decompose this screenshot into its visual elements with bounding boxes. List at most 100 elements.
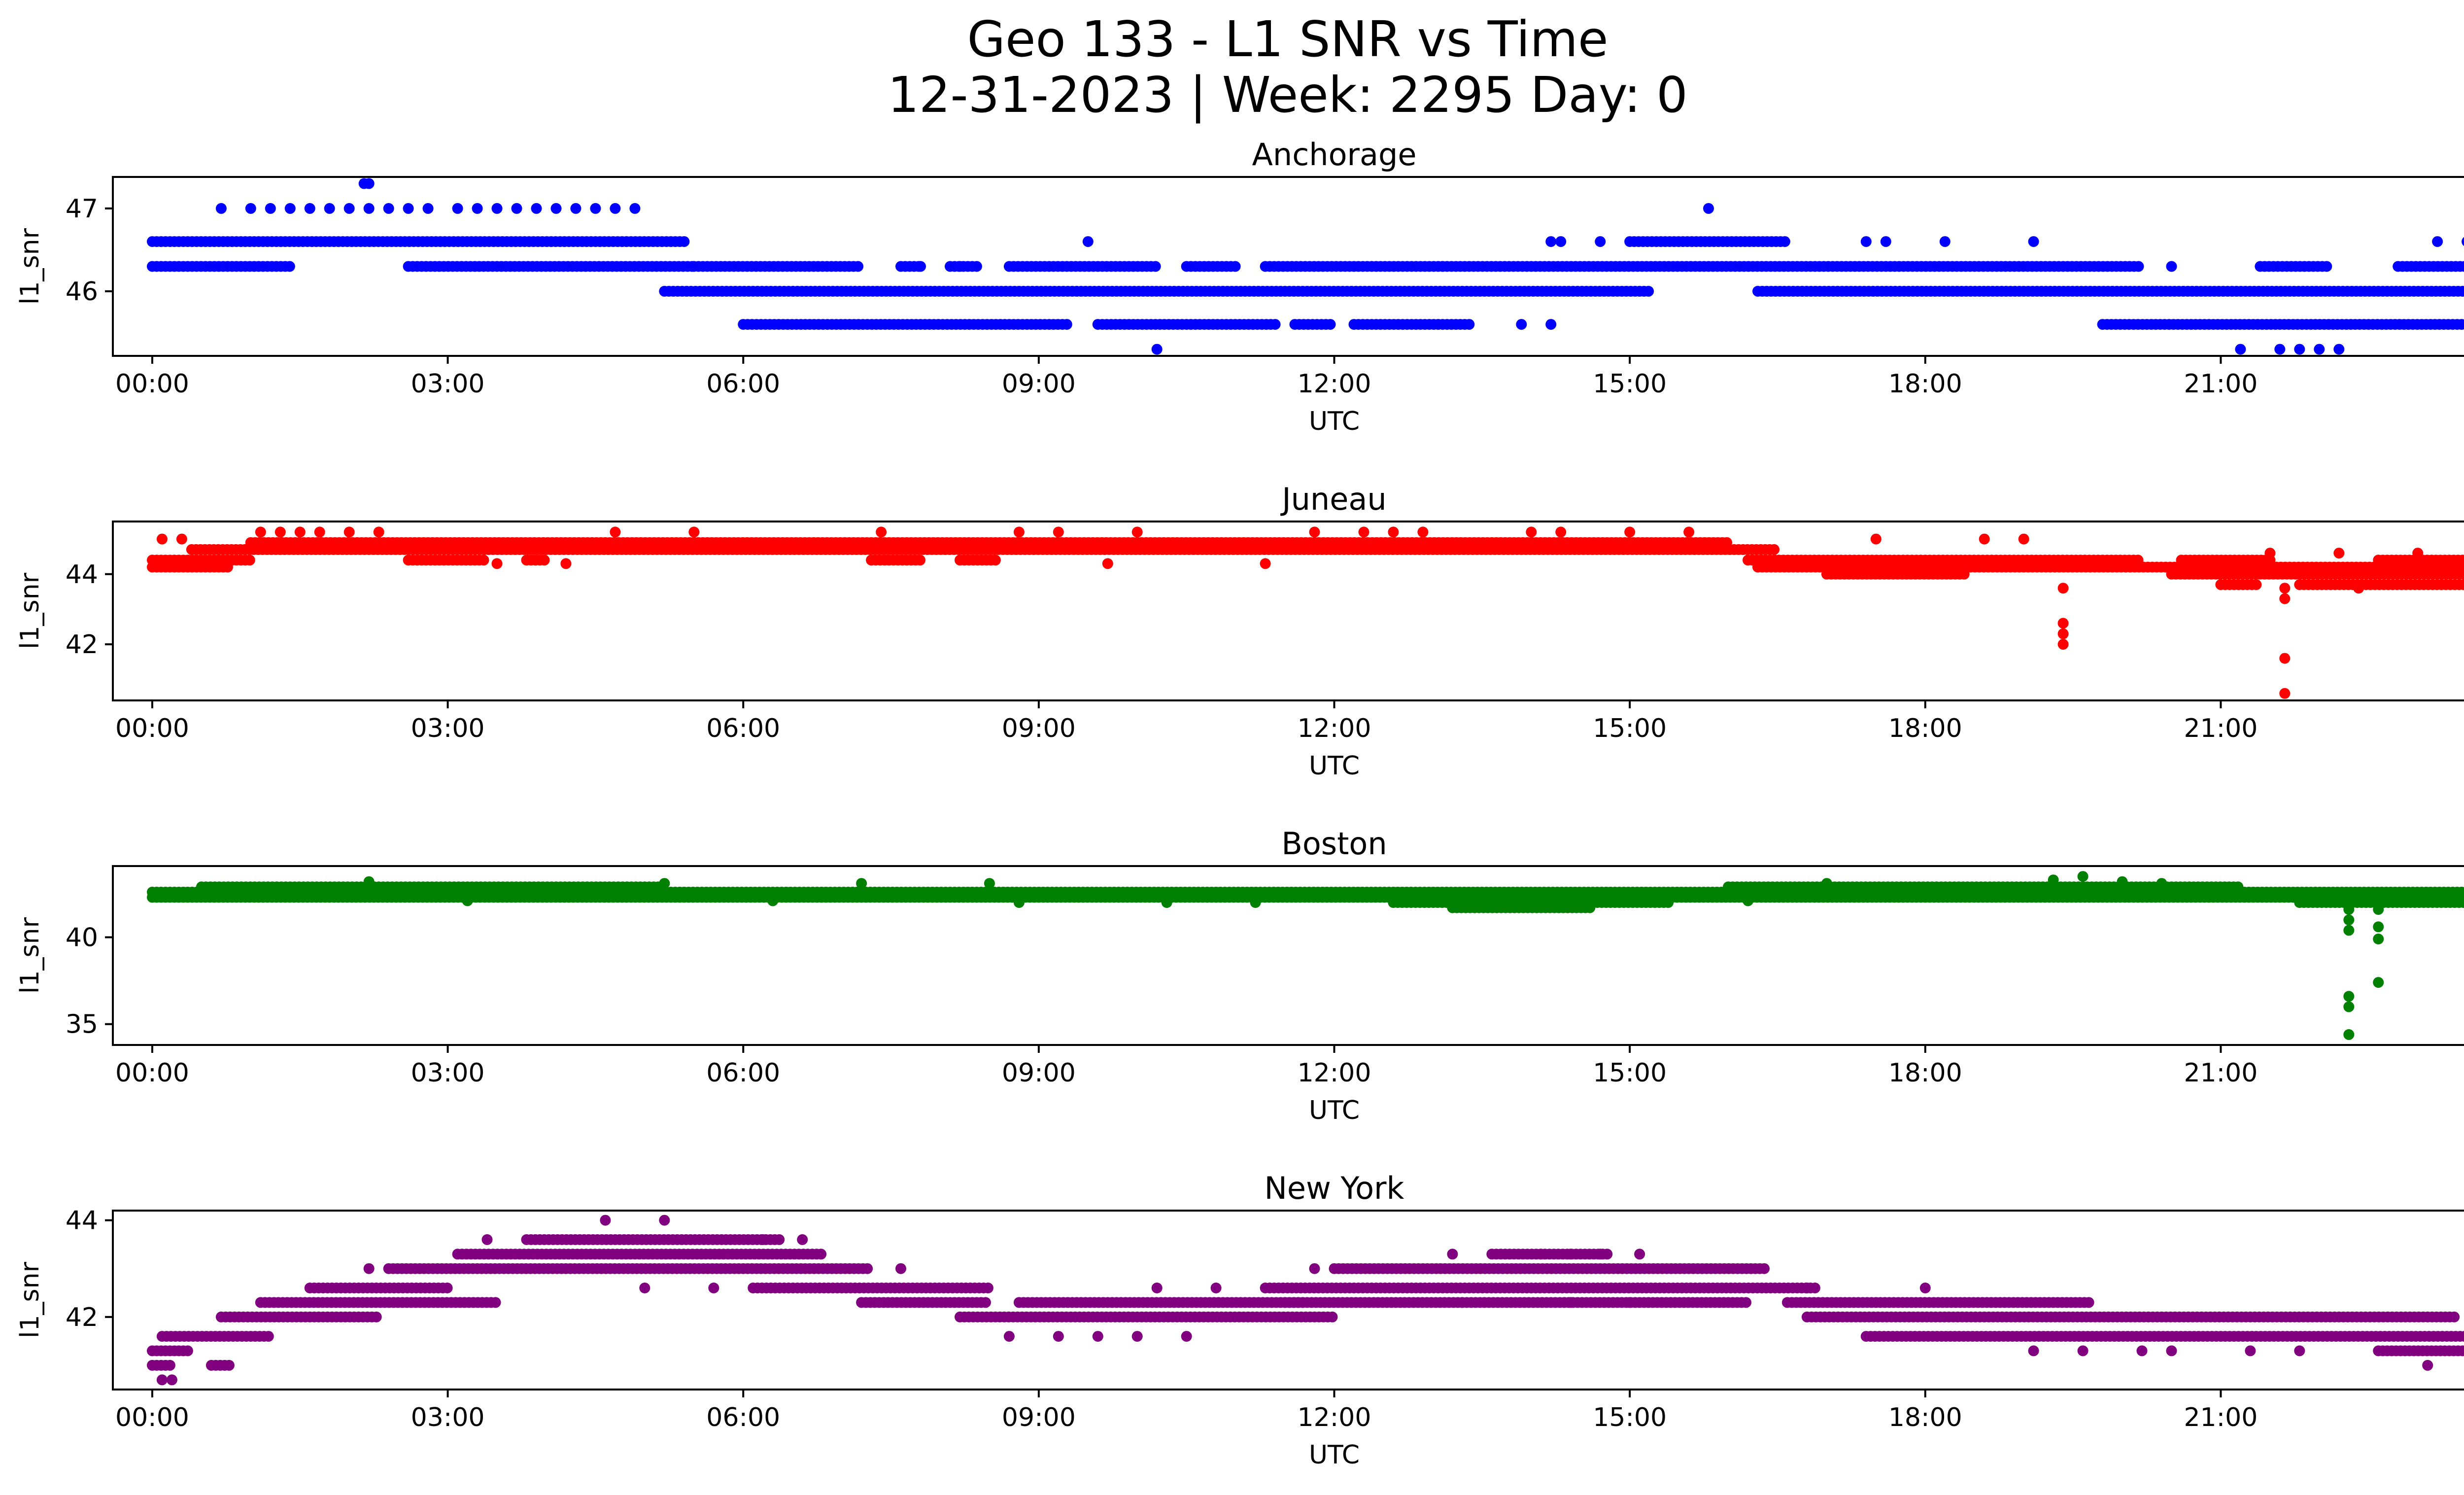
data-point bbox=[1555, 236, 1567, 247]
data-point bbox=[1545, 236, 1557, 247]
data-point bbox=[156, 533, 168, 545]
data-point bbox=[284, 203, 296, 214]
data-point bbox=[2314, 344, 2325, 355]
data-point bbox=[2373, 977, 2384, 988]
y-tick-label: 44 bbox=[66, 560, 98, 590]
data-point bbox=[590, 203, 601, 214]
y-tick-label: 35 bbox=[66, 1010, 98, 1040]
data-point bbox=[2457, 1345, 2464, 1356]
data-point bbox=[2459, 1331, 2464, 1342]
data-point bbox=[2373, 904, 2384, 915]
data-point bbox=[1870, 533, 1882, 545]
data-point bbox=[245, 203, 256, 214]
x-tick-label: 03:00 bbox=[411, 369, 485, 399]
data-point bbox=[371, 1311, 382, 1322]
data-point bbox=[491, 558, 503, 569]
data-point bbox=[244, 555, 255, 566]
x-tick-label: 15:00 bbox=[1593, 714, 1667, 743]
data-point bbox=[2463, 899, 2464, 906]
data-point bbox=[610, 203, 621, 214]
data-point bbox=[363, 178, 375, 189]
data-point bbox=[2343, 925, 2355, 936]
data-point bbox=[1958, 568, 1970, 580]
data-point bbox=[472, 203, 483, 214]
subplot-title: New York bbox=[1265, 1170, 1404, 1206]
data-point bbox=[531, 203, 542, 214]
data-point bbox=[2373, 934, 2384, 944]
data-point bbox=[1683, 526, 1695, 538]
data-point bbox=[2373, 921, 2384, 933]
data-point bbox=[2458, 579, 2464, 591]
y-tick-label: 47 bbox=[66, 194, 98, 224]
data-point bbox=[478, 555, 489, 566]
data-point bbox=[1624, 526, 1636, 538]
data-point bbox=[324, 203, 335, 214]
x-tick-label: 21:00 bbox=[2184, 714, 2258, 743]
data-point bbox=[2279, 688, 2291, 699]
data-point bbox=[1663, 897, 1674, 908]
data-point bbox=[403, 203, 414, 214]
data-point bbox=[1464, 319, 1475, 330]
data-point bbox=[176, 533, 187, 545]
data-point bbox=[1131, 526, 1143, 538]
data-point bbox=[2279, 583, 2291, 594]
x-tick-label: 12:00 bbox=[1298, 1058, 1371, 1088]
x-tick-label: 06:00 bbox=[706, 369, 780, 399]
data-point bbox=[164, 1359, 175, 1371]
data-point bbox=[2083, 1297, 2094, 1308]
data-point bbox=[294, 526, 306, 538]
data-point bbox=[2412, 548, 2424, 559]
data-point bbox=[1161, 897, 1172, 908]
data-point bbox=[1643, 285, 1654, 297]
data-point bbox=[984, 878, 995, 889]
figure-subtitle: 12-31-2023 | Week: 2295 Day: 0 bbox=[888, 66, 1688, 124]
data-point bbox=[2343, 1001, 2355, 1012]
data-point bbox=[442, 1283, 453, 1293]
x-tick-label: 00:00 bbox=[115, 369, 189, 399]
scatter-series bbox=[147, 1215, 2464, 1386]
x-tick-label: 03:00 bbox=[411, 714, 485, 743]
data-point bbox=[2048, 874, 2059, 886]
data-point bbox=[2279, 593, 2291, 604]
data-point bbox=[1082, 236, 1094, 247]
data-point bbox=[265, 203, 276, 214]
x-tick-label: 21:00 bbox=[2184, 1058, 2258, 1088]
data-point bbox=[490, 1297, 501, 1308]
data-point bbox=[876, 526, 887, 538]
data-point bbox=[182, 1345, 193, 1356]
data-point bbox=[2343, 914, 2355, 926]
data-point bbox=[2028, 236, 2039, 247]
data-point bbox=[1779, 236, 1790, 247]
data-point bbox=[1053, 526, 1064, 538]
x-tick-label: 00:00 bbox=[115, 1058, 189, 1088]
x-tick-label: 18:00 bbox=[1888, 1058, 1962, 1088]
data-point bbox=[511, 203, 522, 214]
data-point bbox=[2057, 618, 2069, 629]
data-point bbox=[2057, 583, 2069, 594]
x-tick-label: 06:00 bbox=[706, 1058, 780, 1088]
data-point bbox=[2432, 236, 2443, 247]
data-point bbox=[1703, 203, 1714, 214]
data-point bbox=[1388, 526, 1399, 538]
data-point bbox=[856, 878, 867, 889]
data-point bbox=[1309, 526, 1320, 538]
data-point bbox=[1013, 897, 1025, 908]
scatter-series bbox=[147, 871, 2464, 1040]
x-tick-label: 09:00 bbox=[1002, 1058, 1076, 1088]
data-point bbox=[1516, 319, 1527, 330]
data-point bbox=[255, 526, 266, 538]
data-point bbox=[2343, 904, 2355, 915]
data-point bbox=[1979, 533, 1990, 545]
y-tick-label: 40 bbox=[66, 923, 98, 952]
data-point bbox=[560, 558, 572, 569]
data-point bbox=[491, 203, 503, 214]
data-point bbox=[2264, 548, 2276, 559]
x-tick-label: 12:00 bbox=[1298, 714, 1371, 743]
data-point bbox=[314, 526, 325, 538]
data-point bbox=[2156, 878, 2167, 889]
data-point bbox=[215, 203, 227, 214]
